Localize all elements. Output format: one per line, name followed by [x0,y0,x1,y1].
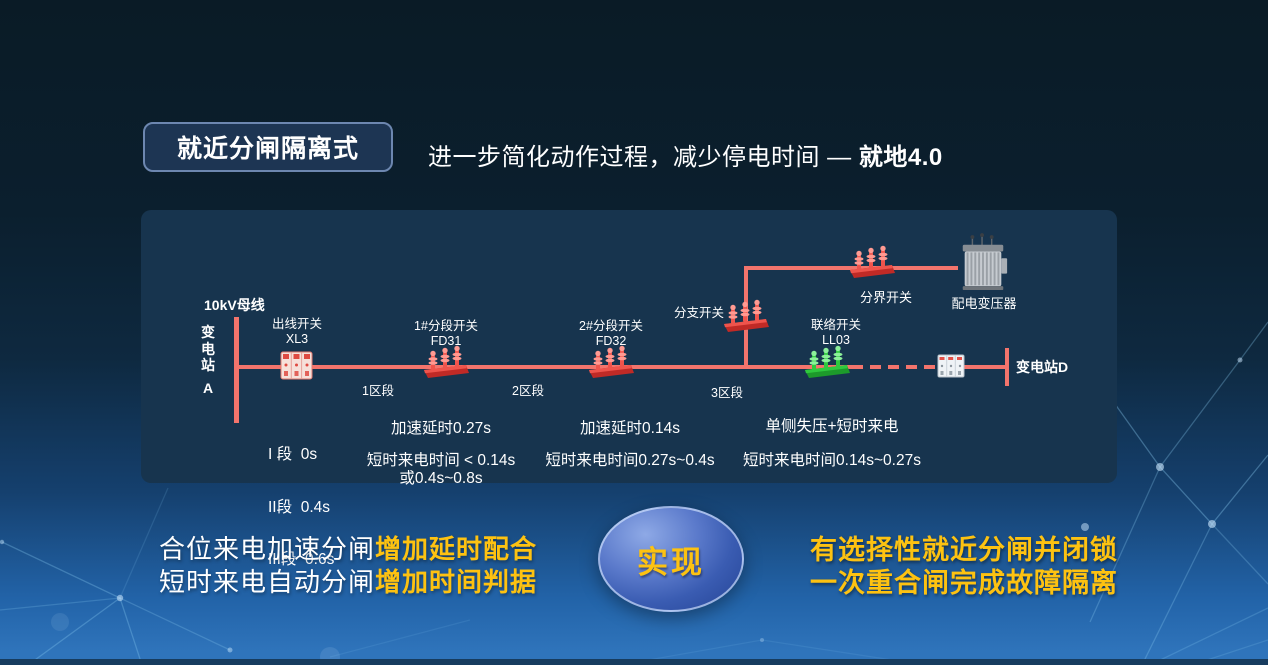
fd31-accel-note: 加速延时0.27s [391,420,491,437]
realize-circle-label: 实现 [637,544,705,580]
substation-a-label: 变 电 站 A [196,324,220,396]
footer-left-line-2: 短时来电自动分闸增加时间判据 [159,562,537,599]
substation-d-label: 变电站D [1016,359,1069,375]
transformer-label: 配电变压器 [951,296,1017,311]
footer-left-line-1: 合位来电加速分闸增加延时配合 [159,529,537,566]
slide-title-highlight: 就地4.0 [858,144,943,171]
outgoing-switch-label: 出线开关 XL3 [272,317,322,346]
switch-name: 2#分段开关 [579,319,643,333]
feeder-end-line [962,365,1007,369]
section-switch-2-icon [587,342,635,382]
section-label-3: 3区段 [711,386,743,400]
stage-time-line: III段 0.6s [268,551,335,568]
switch-name: 出线开关 [271,317,323,331]
outgoing-switch-icon [280,350,314,387]
boundary-switch-icon [848,242,896,282]
boundary-switch-label: 分界开关 [859,290,913,305]
fd32-accel-note: 加速延时0.14s [580,420,680,437]
terminal-switch-icon [937,354,965,383]
stage-time-line: II段 0.4s [268,498,331,516]
footer-left-text: 合位来电加速分闸 [159,534,376,564]
switch-id: XL3 [285,331,309,346]
switch-name: 1#分段开关 [414,319,478,333]
branch-switch-label: 分支开关 [674,306,725,320]
section-switch-2-label: 2#分段开关 FD32 [579,319,643,348]
branch-switch-icon [722,296,770,336]
slide-title-text: 进一步简化动作过程，减少停电时间 — [428,144,859,171]
tie-switch-icon [803,342,851,382]
footer-left-highlight: 增加延时配合 [375,534,538,564]
transformer-icon [956,232,1010,301]
substation-a-char: 站 [201,357,215,373]
switch-id: FD31 [430,333,462,348]
section-switch-1-label: 1#分段开关 FD31 [414,319,478,348]
fd31-incoming-note-2: 或0.4s~0.8s [399,470,483,487]
tie-condition-note: 单侧失压+短时来电 [765,418,899,435]
footer-right-line-2: 一次重合闸完成故障隔离 [810,568,1118,598]
busbar-line [234,317,239,423]
scheme-title-badge: 就近分闸隔离式 [143,122,393,172]
feeder-dashed-line [852,365,938,369]
fd32-incoming-note: 短时来电时间0.27s~0.4s [545,452,715,469]
substation-a-char: A [202,379,214,396]
switch-name: 联络开关 [810,318,862,332]
substation-a-char: 电 [201,340,215,357]
stage-time-line: I 段 0s [268,446,318,463]
switch-id: FD32 [595,333,627,348]
section-label-2: 2区段 [512,384,544,398]
footer-left-text: 短时来电自动分闸 [159,567,376,597]
footer-left-highlight: 增加时间判据 [375,567,538,597]
slide-title: 进一步简化动作过程，减少停电时间 — 就地4.0 [428,137,943,172]
realize-circle: 实现 [598,506,744,612]
switch-id: LL03 [822,332,850,347]
section-label-1: 1区段 [362,384,394,398]
bottom-strip [0,659,1268,665]
diagram-panel [141,210,1117,483]
tie-switch-label: 联络开关 LL03 [811,318,861,347]
bus-stage-times: I 段 0s II段 0.4s III段 0.6s [268,411,334,604]
substation-a-char: 变 [201,324,215,340]
tie-incoming-note: 短时来电时间0.14s~0.27s [743,452,921,469]
feeder-main-line [237,365,852,369]
busbar-label: 10kV母线 [204,297,265,313]
scheme-title-badge-label: 就近分闸隔离式 [176,135,359,163]
substation-d-bar [1005,348,1009,386]
section-switch-1-icon [422,342,470,382]
footer-right-line-1: 有选择性就近分闸并闭锁 [810,535,1118,565]
fd31-incoming-note: 短时来电时间 < 0.14s [366,452,516,469]
branch-horizontal-line [744,266,958,270]
